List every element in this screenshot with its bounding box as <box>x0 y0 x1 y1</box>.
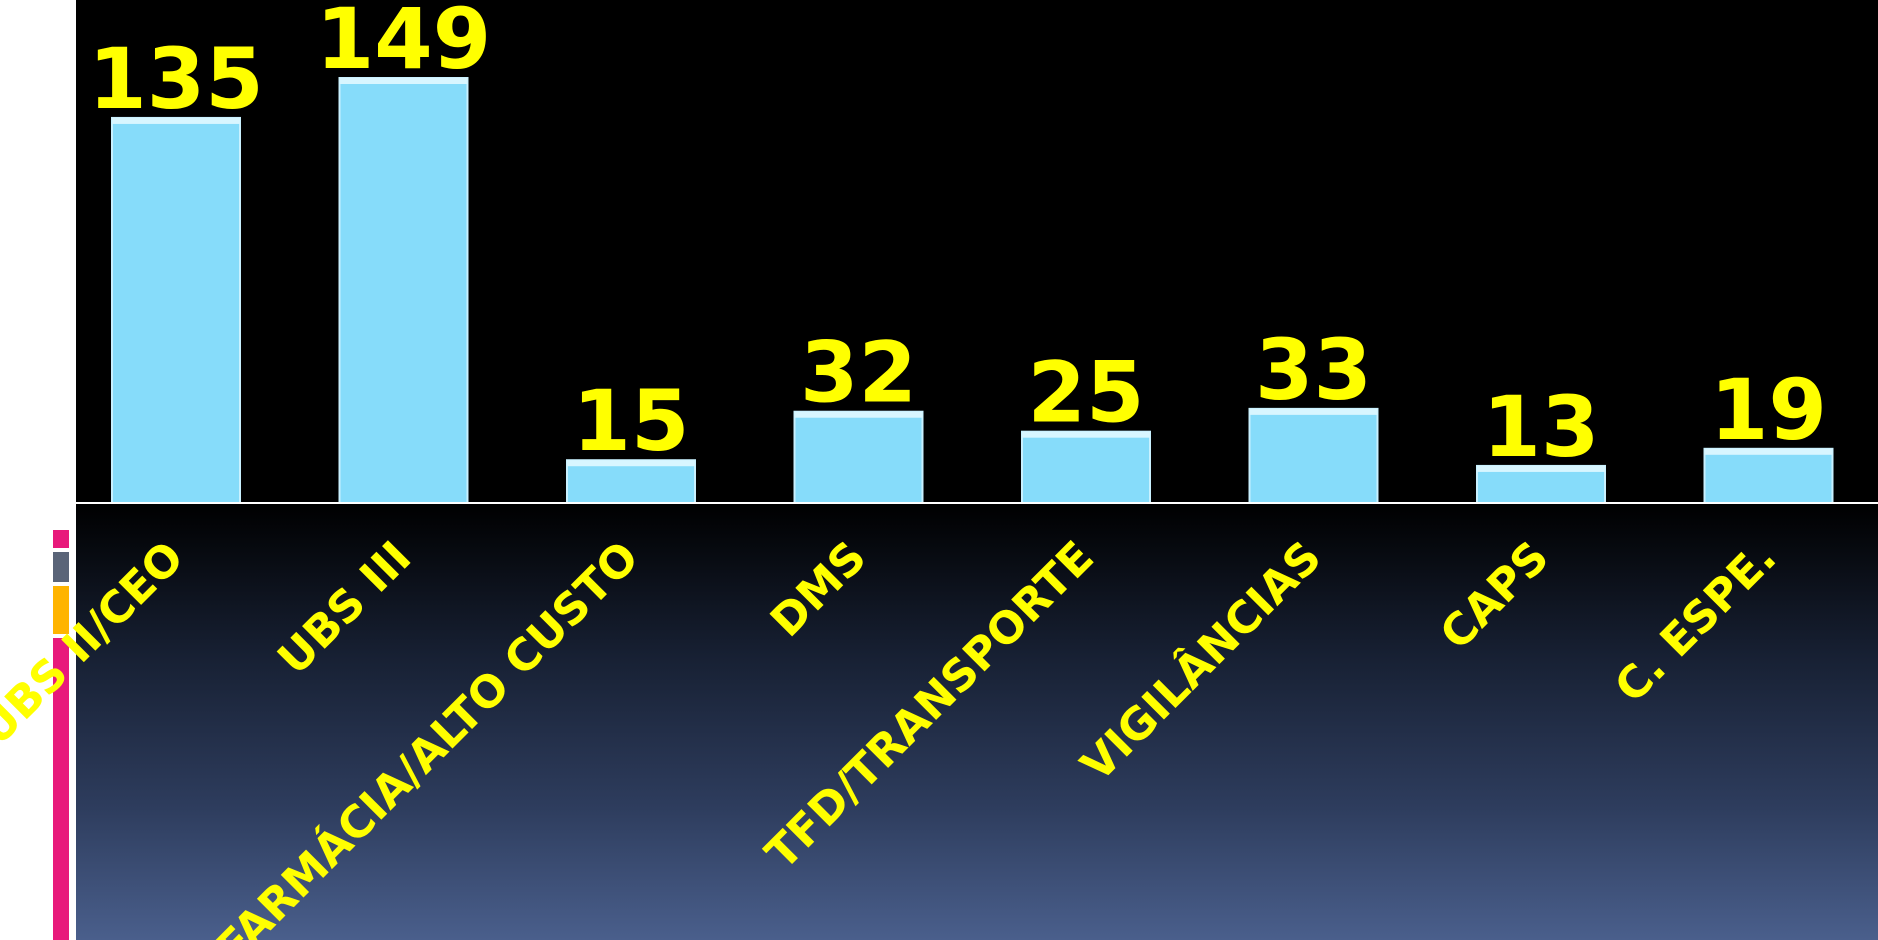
value-label-dms: 32 <box>800 324 917 422</box>
bar-highlight-dms <box>794 411 923 418</box>
category-label-dms: DMS <box>761 532 876 647</box>
bar-vigilancias <box>1248 407 1379 505</box>
accent-strip-pink-top <box>53 530 69 548</box>
accent-strip-orange <box>53 586 69 634</box>
value-label-caps: 13 <box>1483 378 1600 476</box>
category-label-area <box>76 503 1878 940</box>
value-labels-layer: 135 149 15 32 25 33 13 19 <box>88 0 1827 476</box>
category-label-ubs-iii: UBS III <box>268 532 421 685</box>
value-label-ubs-ii-ceo: 135 <box>88 30 263 128</box>
bars-layer <box>111 77 1834 505</box>
category-label-c-espe: C. ESPE. <box>1605 532 1786 713</box>
accent-strip <box>53 530 69 940</box>
bar-c-espe <box>1703 447 1834 504</box>
value-label-c-espe: 19 <box>1710 361 1827 459</box>
bar-highlight-vigilancias <box>1249 408 1378 415</box>
category-label-vigilancias: VIGILÂNCIAS <box>1070 530 1331 791</box>
bar-highlight-ubs-iii <box>339 78 468 84</box>
bar-tfd-transporte <box>1021 430 1151 505</box>
category-label-ubs-ii-ceo: UBS II/CEO <box>0 532 194 755</box>
bar-dms <box>793 410 924 504</box>
bar-ubs-iii <box>338 77 469 504</box>
bar-highlight-ubs-ii-ceo <box>112 117 240 124</box>
value-label-vigilancias: 33 <box>1255 321 1372 419</box>
category-label-farmacia-alto-custo: FARMÁCIA/ALTO CUSTO <box>205 530 649 940</box>
bar-highlight-farmacia-alto-custo <box>567 460 695 467</box>
bar-highlight-c-espe <box>1704 448 1833 455</box>
value-label-tfd-transporte: 25 <box>1028 344 1145 442</box>
accent-strip-gray <box>53 552 69 582</box>
accent-strip-pink <box>53 638 69 940</box>
bar-ubs-ii-ceo <box>111 116 241 504</box>
category-label-caps: CAPS <box>1431 532 1559 660</box>
bar-highlight-caps <box>1477 465 1605 472</box>
value-label-ubs-iii: 149 <box>316 0 491 88</box>
bar-highlight-tfd-transporte <box>1022 431 1150 438</box>
value-label-farmacia-alto-custo: 15 <box>573 372 690 470</box>
